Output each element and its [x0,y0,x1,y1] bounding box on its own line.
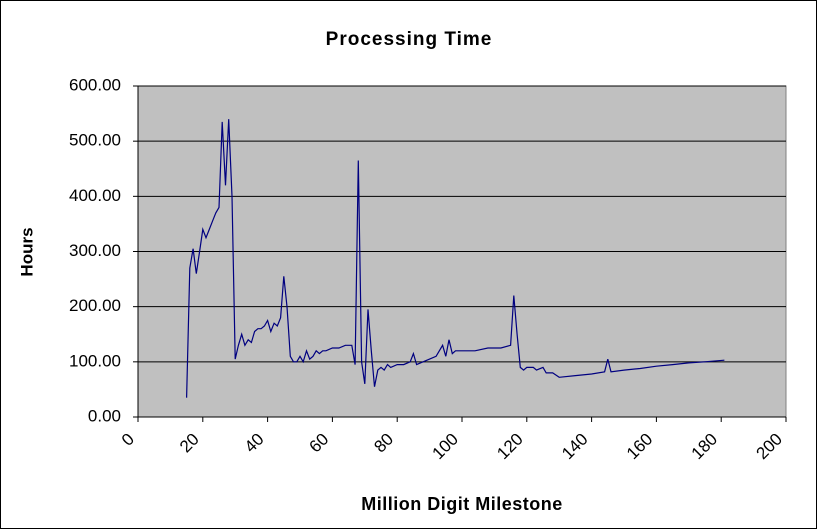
y-tick-label: 0.00 [88,406,121,425]
chart-title: Processing Time [326,29,493,50]
y-tick-label: 600.00 [69,75,121,94]
x-axis-title: Million Digit Milestone [361,494,563,514]
y-tick-label: 200.00 [69,296,121,315]
y-axis-title: Hours [17,227,36,276]
y-tick-label: 400.00 [69,186,121,205]
y-tick-label: 100.00 [69,351,121,370]
data-line [186,119,725,398]
y-tick-label: 300.00 [69,241,121,260]
y-tick-label: 500.00 [69,131,121,150]
